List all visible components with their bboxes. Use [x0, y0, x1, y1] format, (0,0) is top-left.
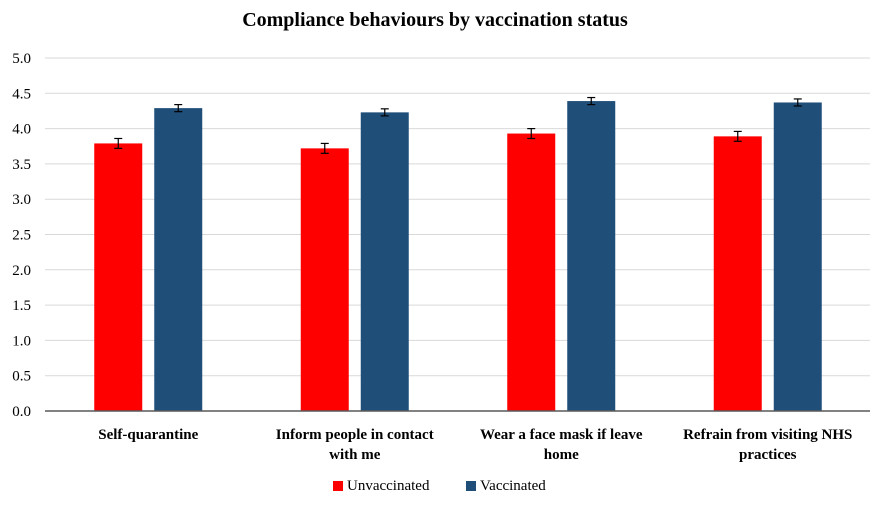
legend-swatch-unvaccinated: [333, 481, 343, 491]
legend-label-unvaccinated: Unvaccinated: [347, 478, 430, 494]
bars: [94, 101, 822, 412]
bar-unvaccinated-3: [507, 133, 556, 412]
y-tick-label: 3.0: [12, 192, 31, 208]
bar-vaccinated-2: [360, 112, 409, 411]
legend-swatch-vaccinated: [466, 481, 476, 491]
x-category-label: Self-quarantine: [98, 427, 198, 443]
y-tick-label: 3.5: [12, 157, 31, 173]
x-category-label: Inform people in contact: [276, 427, 434, 443]
x-axis-category-labels: Self-quarantine Inform people in contact w…: [98, 427, 852, 463]
x-category-label: practices: [739, 447, 797, 463]
y-axis-tick-labels: 0.0 0.5 1.0 1.5 2.0 2.5 3.0 3.5 4.0 4.5 5.0: [12, 51, 31, 420]
bar-unvaccinated-4: [713, 136, 762, 411]
x-category-label: Refrain from visiting NHS: [683, 427, 852, 443]
error-bars: [114, 96, 802, 154]
y-tick-label: 5.0: [12, 51, 31, 67]
y-tick-label: 4.5: [12, 86, 31, 102]
x-category-label: Wear a face mask if leave: [480, 427, 643, 443]
bar-vaccinated-3: [567, 101, 616, 411]
legend: Unvaccinated Vaccinated: [333, 478, 546, 494]
bar-unvaccinated-2: [300, 148, 349, 412]
y-tick-label: 1.5: [12, 298, 31, 314]
y-tick-label: 2.5: [12, 228, 31, 244]
y-tick-label: 0.0: [12, 404, 31, 420]
y-tick-label: 2.0: [12, 263, 31, 279]
y-tick-label: 0.5: [12, 369, 31, 385]
y-tick-label: 1.0: [12, 333, 31, 349]
bar-vaccinated-4: [773, 102, 822, 411]
x-category-label: home: [544, 447, 579, 463]
chart-title: Compliance behaviours by vaccination sta…: [242, 9, 628, 31]
bar-unvaccinated-1: [94, 143, 143, 411]
y-tick-label: 4.0: [12, 122, 31, 138]
x-category-label: with me: [329, 447, 381, 463]
legend-label-vaccinated: Vaccinated: [480, 478, 546, 494]
bar-vaccinated-1: [154, 108, 203, 411]
